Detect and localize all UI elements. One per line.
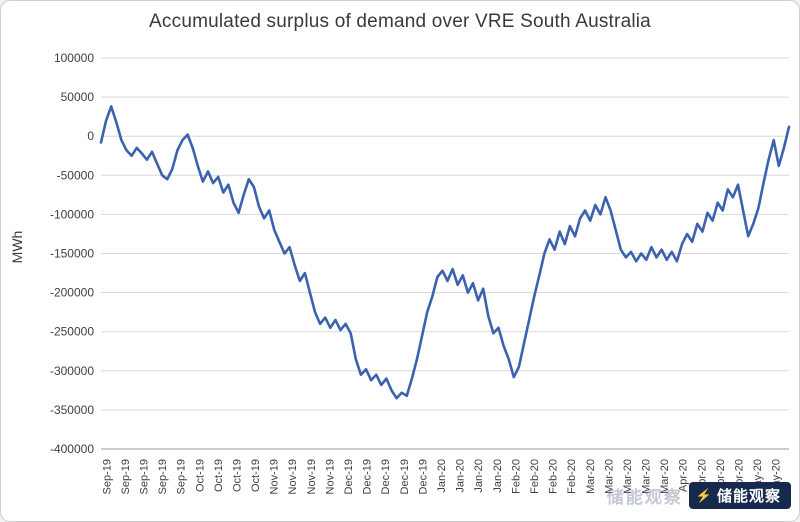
svg-text:50000: 50000 bbox=[61, 90, 95, 104]
svg-text:-100000: -100000 bbox=[50, 207, 94, 221]
svg-text:Dec-19: Dec-19 bbox=[362, 459, 374, 494]
svg-text:-200000: -200000 bbox=[50, 286, 94, 300]
svg-text:Apr-20: Apr-20 bbox=[678, 459, 690, 492]
svg-text:Nov-19: Nov-19 bbox=[287, 459, 299, 494]
svg-text:-150000: -150000 bbox=[50, 247, 94, 261]
svg-text:Feb-20: Feb-20 bbox=[566, 459, 578, 494]
svg-text:May-20: May-20 bbox=[771, 459, 783, 496]
svg-text:Sep-19: Sep-19 bbox=[157, 459, 169, 494]
svg-text:-50000: -50000 bbox=[57, 168, 95, 182]
svg-text:Nov-19: Nov-19 bbox=[269, 459, 281, 494]
svg-text:Sep-19: Sep-19 bbox=[176, 459, 188, 494]
svg-text:Jan-20: Jan-20 bbox=[455, 459, 467, 493]
svg-text:-400000: -400000 bbox=[50, 442, 94, 456]
svg-text:-300000: -300000 bbox=[50, 364, 94, 378]
svg-text:Oct-19: Oct-19 bbox=[231, 459, 243, 492]
svg-text:Dec-19: Dec-19 bbox=[380, 459, 392, 494]
svg-text:Oct-19: Oct-19 bbox=[213, 459, 225, 492]
svg-text:Mar-20: Mar-20 bbox=[585, 459, 597, 494]
svg-text:Mar-20: Mar-20 bbox=[603, 459, 615, 494]
svg-text:Apr-20: Apr-20 bbox=[715, 459, 727, 492]
svg-text:May-20: May-20 bbox=[752, 459, 764, 496]
svg-text:Nov-19: Nov-19 bbox=[306, 459, 318, 494]
svg-text:Mar-20: Mar-20 bbox=[622, 459, 634, 494]
svg-text:Mar-20: Mar-20 bbox=[659, 459, 671, 494]
svg-text:Jan-20: Jan-20 bbox=[436, 459, 448, 493]
svg-text:0: 0 bbox=[87, 129, 94, 143]
svg-text:Mar-20: Mar-20 bbox=[641, 459, 653, 494]
svg-text:Apr-20: Apr-20 bbox=[696, 459, 708, 492]
svg-text:Sep-19: Sep-19 bbox=[138, 459, 150, 494]
chart-title: Accumulated surplus of demand over VRE S… bbox=[149, 11, 651, 32]
svg-text:-350000: -350000 bbox=[50, 403, 94, 417]
svg-text:Dec-19: Dec-19 bbox=[343, 459, 355, 494]
svg-text:Feb-20: Feb-20 bbox=[529, 459, 541, 494]
svg-text:Nov-19: Nov-19 bbox=[324, 459, 336, 494]
svg-text:Apr-20: Apr-20 bbox=[734, 459, 746, 492]
svg-text:Feb-20: Feb-20 bbox=[510, 459, 522, 494]
svg-text:Jan-20: Jan-20 bbox=[473, 459, 485, 493]
svg-text:Sep-19: Sep-19 bbox=[120, 459, 132, 494]
svg-text:100000: 100000 bbox=[54, 51, 94, 65]
svg-text:Sep-19: Sep-19 bbox=[101, 459, 113, 494]
svg-text:Jan-20: Jan-20 bbox=[492, 459, 504, 493]
svg-text:Oct-19: Oct-19 bbox=[250, 459, 262, 492]
svg-text:Dec-19: Dec-19 bbox=[417, 459, 429, 494]
svg-text:-250000: -250000 bbox=[50, 325, 94, 339]
svg-text:Dec-19: Dec-19 bbox=[399, 459, 411, 494]
svg-text:Feb-20: Feb-20 bbox=[548, 459, 560, 494]
svg-text:Oct-19: Oct-19 bbox=[194, 459, 206, 492]
